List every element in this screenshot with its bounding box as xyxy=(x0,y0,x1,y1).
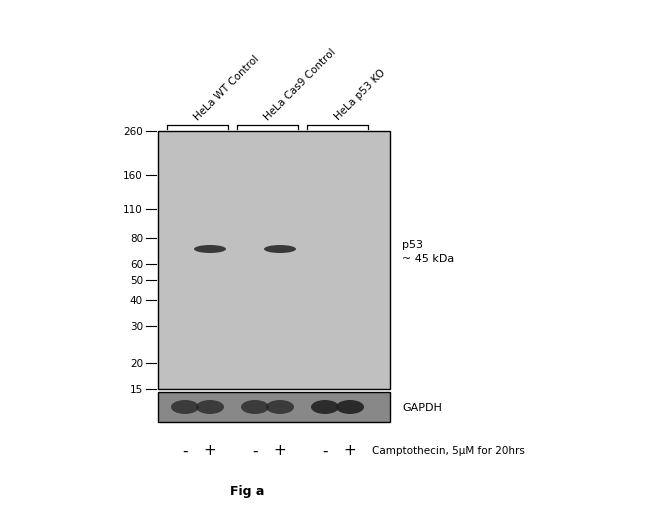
Text: -: - xyxy=(182,443,188,458)
Text: 50: 50 xyxy=(130,275,143,286)
Text: 260: 260 xyxy=(124,127,143,137)
Text: -: - xyxy=(252,443,258,458)
Text: HeLa Cas9 Control: HeLa Cas9 Control xyxy=(263,46,338,122)
Text: 40: 40 xyxy=(130,296,143,306)
Ellipse shape xyxy=(336,400,364,414)
Text: ~ 45 kDa: ~ 45 kDa xyxy=(402,253,454,264)
Ellipse shape xyxy=(311,400,339,414)
Ellipse shape xyxy=(266,400,294,414)
Text: -: - xyxy=(322,443,328,458)
Text: HeLa p53 KO: HeLa p53 KO xyxy=(332,67,387,122)
Text: 20: 20 xyxy=(130,358,143,368)
Text: 110: 110 xyxy=(124,205,143,214)
Text: 80: 80 xyxy=(130,233,143,243)
Ellipse shape xyxy=(264,245,296,253)
Text: +: + xyxy=(203,443,216,458)
Bar xyxy=(158,132,390,389)
Text: p53: p53 xyxy=(402,240,423,249)
Text: HeLa WT Control: HeLa WT Control xyxy=(192,53,261,122)
Ellipse shape xyxy=(171,400,199,414)
Text: +: + xyxy=(274,443,287,458)
Ellipse shape xyxy=(196,400,224,414)
Text: Fig a: Fig a xyxy=(230,484,264,497)
Text: 160: 160 xyxy=(124,171,143,181)
Text: +: + xyxy=(344,443,356,458)
Ellipse shape xyxy=(241,400,269,414)
Text: Camptothecin, 5μM for 20hrs: Camptothecin, 5μM for 20hrs xyxy=(372,445,525,455)
Text: 60: 60 xyxy=(130,259,143,269)
Text: GAPDH: GAPDH xyxy=(402,402,442,412)
Bar xyxy=(158,392,390,422)
Ellipse shape xyxy=(194,245,226,253)
Text: 30: 30 xyxy=(130,322,143,332)
Text: 15: 15 xyxy=(130,384,143,394)
